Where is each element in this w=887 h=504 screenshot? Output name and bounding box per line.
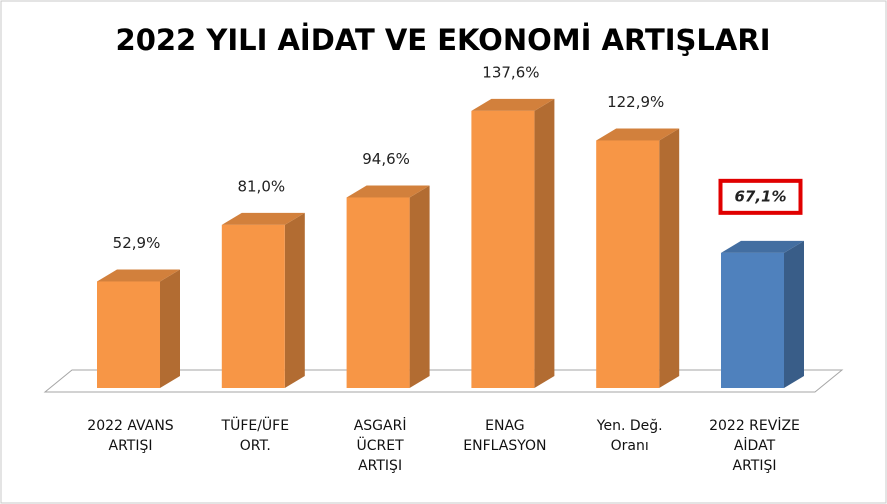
bar-side bbox=[784, 240, 804, 388]
bar-top bbox=[97, 269, 180, 282]
x-tick-label: Yen. Değ. bbox=[596, 418, 663, 434]
bar-side bbox=[284, 212, 305, 388]
bar-side bbox=[659, 128, 680, 389]
bar-front bbox=[97, 281, 160, 388]
value-label: 122,9% bbox=[607, 93, 664, 111]
chart-title: 2022 YILI AİDAT VE EKONOMİ ARTIŞLARI bbox=[116, 23, 771, 57]
x-tick-label: AİDAT bbox=[734, 436, 776, 454]
x-tick-label: ARTIŞI bbox=[358, 458, 402, 474]
bar-top bbox=[596, 128, 680, 141]
bar-top bbox=[346, 185, 430, 198]
bar-top bbox=[221, 212, 305, 225]
value-label: 81,0% bbox=[237, 177, 285, 195]
bar bbox=[721, 240, 804, 388]
bar bbox=[596, 128, 680, 389]
bar bbox=[346, 185, 430, 388]
x-tick-label: ORT. bbox=[240, 438, 271, 454]
value-label: 137,6% bbox=[482, 63, 539, 81]
bar-side bbox=[534, 98, 555, 388]
value-label: 67,1% bbox=[734, 187, 786, 205]
x-tick-label: TÜFE/ÜFE bbox=[221, 416, 290, 434]
bar-front bbox=[471, 110, 535, 388]
value-label: 52,9% bbox=[113, 234, 161, 252]
bar-front bbox=[221, 224, 285, 388]
highlight-box bbox=[718, 178, 803, 215]
x-tick-label: ENAG bbox=[485, 418, 525, 434]
x-tick-label: 2022 REVİZE bbox=[709, 416, 800, 434]
x-tick-label: 2022 AVANS bbox=[87, 418, 173, 434]
bar-top bbox=[471, 98, 555, 111]
x-tick-label: ÜCRET bbox=[357, 436, 405, 454]
x-tick-label: Oranı bbox=[611, 438, 649, 454]
x-tick-label: ENFLASYON bbox=[463, 438, 546, 454]
bar bbox=[97, 269, 180, 388]
bar-top bbox=[721, 240, 804, 253]
x-tick-label: ARTIŞI bbox=[109, 438, 153, 454]
bar bbox=[471, 98, 555, 388]
bar-side bbox=[160, 269, 180, 388]
x-tick-label: ASGARİ bbox=[354, 416, 407, 434]
bar-front bbox=[721, 252, 784, 388]
bar-front bbox=[346, 197, 410, 388]
bar bbox=[221, 212, 305, 388]
value-label: 94,6% bbox=[362, 150, 410, 168]
x-tick-label: ARTIŞI bbox=[733, 458, 777, 474]
bar-side bbox=[409, 185, 430, 388]
bar-front bbox=[596, 140, 660, 388]
